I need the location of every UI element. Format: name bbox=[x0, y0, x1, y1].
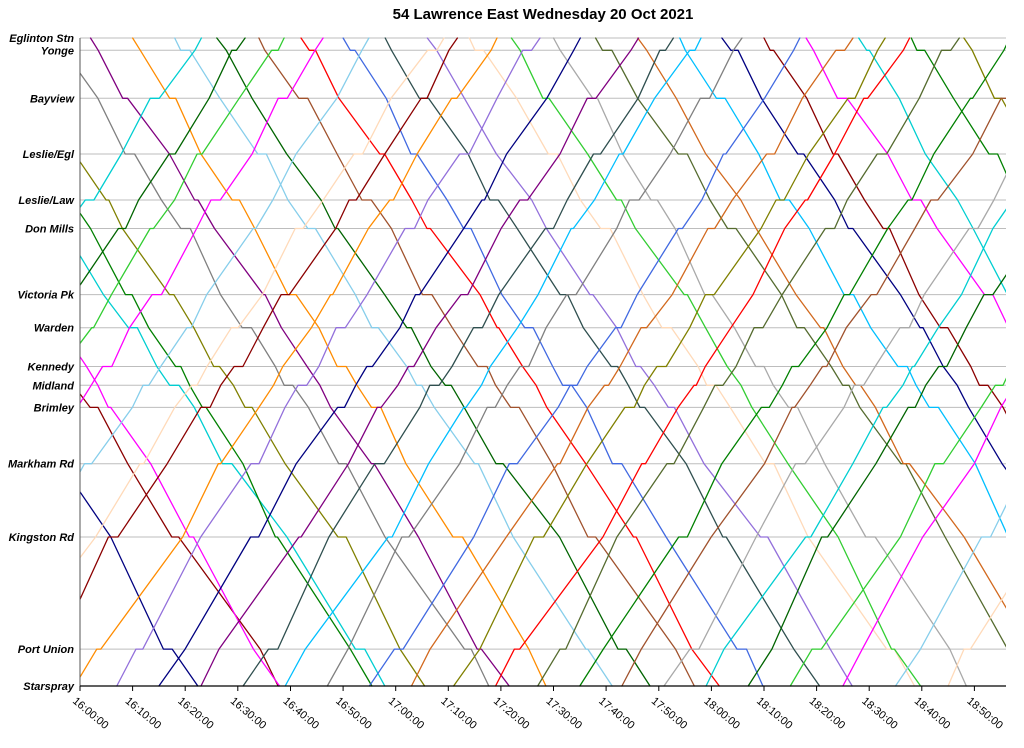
trip-line bbox=[80, 37, 445, 559]
trip-line bbox=[158, 37, 581, 687]
trip-line bbox=[131, 37, 547, 687]
trip-line bbox=[842, 397, 1006, 687]
trip-line bbox=[579, 44, 1006, 687]
time-tick-label: 18:10:00 bbox=[754, 695, 795, 732]
trip-line bbox=[242, 37, 675, 687]
stop-label: Port Union bbox=[18, 644, 74, 656]
trip-line bbox=[452, 37, 886, 687]
trip-line bbox=[426, 37, 853, 687]
time-tick-label: 17:50:00 bbox=[649, 695, 690, 732]
time-tick-label: 17:40:00 bbox=[596, 695, 637, 732]
stop-label: Warden bbox=[34, 323, 74, 335]
time-tick-label: 16:30:00 bbox=[228, 695, 269, 732]
trip-line bbox=[80, 37, 203, 209]
time-tick-label: 16:00:00 bbox=[70, 695, 111, 732]
trip-line bbox=[80, 392, 279, 687]
trip-line bbox=[910, 37, 1006, 175]
stop-label: Eglinton Stn bbox=[9, 33, 74, 45]
time-tick-label: 17:00:00 bbox=[386, 695, 427, 732]
time-tick-label: 18:00:00 bbox=[701, 695, 742, 732]
time-tick-label: 17:10:00 bbox=[438, 695, 479, 732]
trip-line bbox=[300, 37, 720, 687]
time-tick-label: 18:50:00 bbox=[964, 695, 1005, 732]
trip-line bbox=[805, 37, 1006, 324]
trip-line bbox=[705, 208, 1006, 687]
time-tick-label: 16:50:00 bbox=[333, 695, 374, 732]
trip-line bbox=[468, 37, 916, 687]
trip-line bbox=[621, 97, 1006, 687]
trip-line bbox=[80, 490, 199, 687]
trip-line bbox=[80, 160, 426, 687]
trip-line bbox=[384, 37, 821, 687]
trip-line bbox=[342, 37, 764, 687]
trip-line bbox=[216, 37, 651, 687]
trip-line bbox=[368, 37, 801, 687]
time-tick-label: 17:30:00 bbox=[544, 695, 585, 732]
stop-label: Victoria Pk bbox=[18, 290, 75, 302]
stop-label: Kennedy bbox=[28, 362, 75, 374]
stop-label: Markham Rd bbox=[8, 459, 74, 471]
trip-line bbox=[789, 377, 1006, 687]
trip-line bbox=[637, 37, 1006, 609]
trip-line bbox=[258, 37, 695, 687]
stop-label: Yonge bbox=[41, 45, 74, 57]
trip-line bbox=[963, 37, 1006, 108]
time-tick-label: 16:10:00 bbox=[123, 695, 164, 732]
trip-line bbox=[663, 173, 1006, 687]
trip-line bbox=[747, 274, 1006, 687]
time-tick-label: 16:40:00 bbox=[281, 695, 322, 732]
trip-line bbox=[284, 37, 702, 687]
trip-line bbox=[116, 37, 541, 687]
stop-label: Kingston Rd bbox=[9, 532, 75, 544]
trip-line bbox=[410, 37, 854, 687]
stop-label: Leslie/Law bbox=[18, 195, 75, 207]
trip-line bbox=[594, 37, 1006, 648]
trip-line bbox=[494, 37, 911, 687]
time-tick-label: 18:20:00 bbox=[807, 695, 848, 732]
trip-lines-group bbox=[80, 37, 1006, 687]
chart-title: 54 Lawrence East Wednesday 20 Oct 2021 bbox=[392, 6, 694, 23]
trip-line bbox=[679, 37, 1006, 534]
trip-line bbox=[858, 37, 1006, 294]
trip-line bbox=[894, 504, 1006, 687]
time-tick-label: 18:40:00 bbox=[912, 695, 953, 732]
time-tick-label: 18:30:00 bbox=[859, 695, 900, 732]
stop-label: Don Mills bbox=[25, 224, 74, 236]
trip-line bbox=[80, 72, 490, 687]
trip-line bbox=[721, 37, 1006, 471]
trip-line bbox=[80, 37, 246, 287]
stop-label: Bayview bbox=[30, 93, 75, 105]
trip-line bbox=[510, 37, 922, 687]
trip-line bbox=[80, 37, 459, 601]
trip-line bbox=[947, 591, 1006, 687]
trip-line bbox=[174, 37, 613, 687]
trip-line bbox=[552, 37, 967, 687]
trip-line bbox=[80, 37, 498, 679]
trip-line bbox=[80, 37, 285, 345]
trip-line bbox=[80, 37, 370, 474]
trip-line bbox=[80, 37, 324, 405]
stop-label: Leslie/Egl bbox=[23, 149, 75, 161]
trip-line bbox=[80, 212, 373, 687]
stop-label: Starspray bbox=[23, 681, 75, 693]
time-tick-label: 17:20:00 bbox=[491, 695, 532, 732]
time-tick-label: 16:20:00 bbox=[175, 695, 216, 732]
trip-line bbox=[200, 37, 640, 687]
trip-line bbox=[89, 37, 510, 687]
stop-label: Brimley bbox=[34, 402, 75, 414]
stop-label: Midland bbox=[32, 380, 74, 392]
trip-line bbox=[80, 355, 281, 687]
trip-line bbox=[326, 37, 743, 687]
trip-line bbox=[537, 37, 960, 687]
trip-line bbox=[763, 37, 1006, 415]
